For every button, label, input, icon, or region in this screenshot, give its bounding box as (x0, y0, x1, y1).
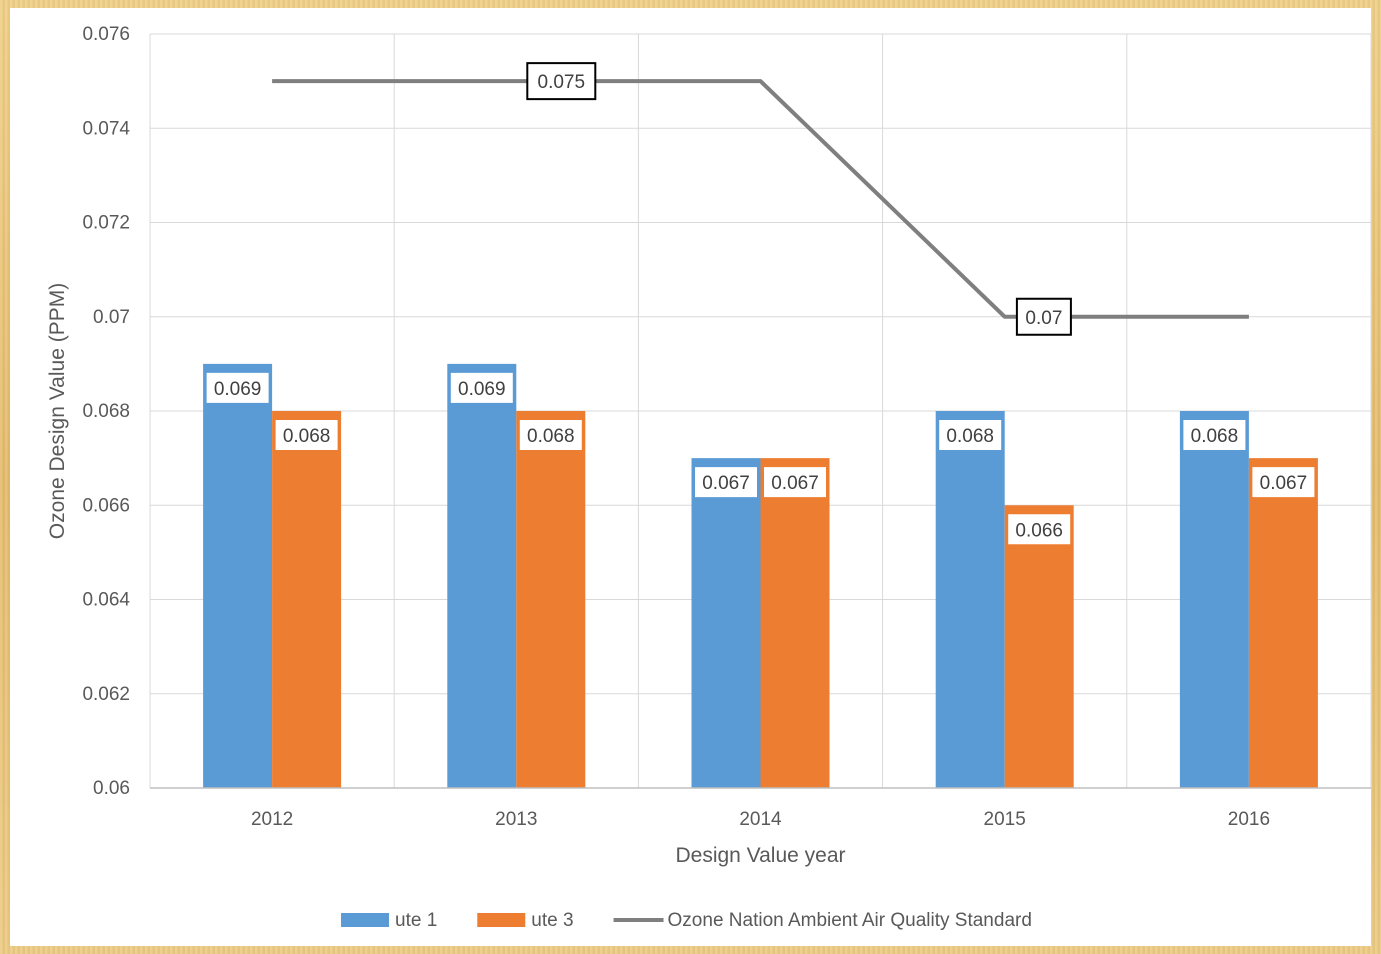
data-label-box (1183, 420, 1246, 450)
x-tick-label: 2013 (495, 809, 537, 830)
y-tick-label: 0.066 (82, 495, 130, 516)
data-label: 0.068 (527, 426, 575, 447)
legend: ute 1 ute 3 Ozone Nation Ambient Air Quali… (341, 910, 1032, 931)
bar-layer (203, 363, 1318, 788)
bar (1179, 411, 1249, 788)
data-label-box (450, 372, 513, 403)
bar (1004, 505, 1074, 788)
line-data-label: 0.07 (1025, 308, 1062, 329)
bar (935, 411, 1005, 788)
x-tick-label: 2015 (984, 809, 1026, 830)
bar (1248, 458, 1318, 788)
data-label: 0.069 (214, 379, 262, 400)
line-data-label-box (526, 62, 597, 101)
bar (447, 363, 517, 788)
data-label: 0.067 (1260, 473, 1308, 494)
y-tick-label: 0.07 (93, 307, 130, 328)
bar (516, 411, 586, 788)
data-label-box (1252, 467, 1315, 498)
data-label-box (1008, 514, 1071, 545)
data-label: 0.068 (1191, 426, 1239, 447)
data-label-box (206, 372, 269, 403)
data-label-box (939, 420, 1002, 450)
y-tick-label: 0.062 (82, 684, 130, 705)
data-label: 0.066 (1015, 520, 1063, 541)
line-layer (272, 79, 1249, 319)
bar (272, 411, 342, 788)
x-tick-label: 2014 (739, 809, 782, 830)
line-data-label-box (1015, 297, 1072, 336)
data-label-layer: 0.069 0.068 0.069 0.068 0.067 0.067 0.068 0.066… (206, 62, 1315, 545)
data-label: 0.067 (771, 473, 819, 494)
y-tick-label: 0.068 (82, 401, 130, 422)
x-tick-label: 2012 (251, 809, 293, 830)
standard-line (272, 79, 1249, 319)
data-label: 0.068 (946, 426, 994, 447)
y-tick-label: 0.076 (82, 24, 130, 45)
x-tick-label: 2016 (1228, 809, 1270, 830)
legend-label: ute 1 (395, 910, 437, 931)
y-tick-label: 0.072 (82, 213, 130, 234)
data-label-box (764, 467, 826, 498)
y-axis-title: Ozone Design Value (PPM) (46, 283, 69, 539)
y-tick-label: 0.06 (93, 778, 130, 799)
data-label-box (519, 420, 582, 450)
y-tick-label: 0.074 (82, 118, 130, 139)
data-label: 0.069 (458, 379, 506, 400)
y-tick-label: 0.064 (82, 590, 130, 611)
legend-label: Ozone Nation Ambient Air Quality Standar… (668, 910, 1032, 931)
data-label: 0.067 (702, 473, 750, 494)
data-label-box (695, 467, 757, 498)
data-label-box (275, 420, 338, 450)
legend-swatch (477, 913, 526, 927)
bar (691, 458, 761, 788)
bar (203, 363, 273, 788)
legend-label: ute 3 (531, 910, 573, 931)
legend-swatch (341, 913, 389, 927)
x-axis-title: Design Value year (675, 844, 845, 867)
line-data-label: 0.075 (538, 72, 586, 93)
bar (760, 458, 830, 788)
axis-layer: 0.06 0.062 0.064 0.066 0.068 0.07 0.072 0.074 0.… (82, 24, 1371, 830)
data-label: 0.068 (283, 426, 331, 447)
